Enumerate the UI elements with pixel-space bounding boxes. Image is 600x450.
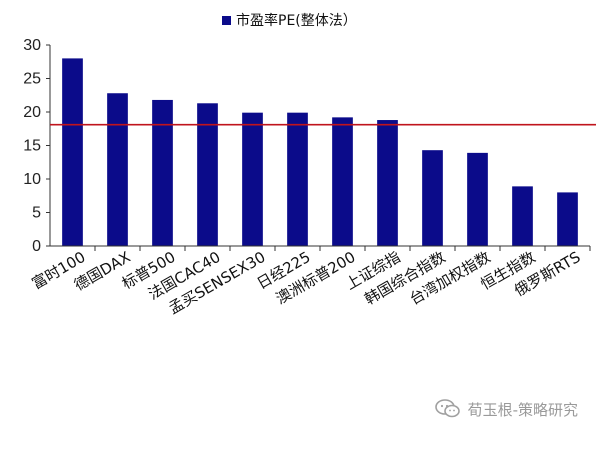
bar bbox=[152, 99, 173, 246]
bar bbox=[557, 192, 578, 246]
bar bbox=[197, 103, 218, 246]
bar bbox=[107, 93, 128, 247]
legend-label: 市盈率PE(整体法） bbox=[236, 12, 357, 29]
y-tick-label: 25 bbox=[23, 71, 41, 88]
y-tick-label: 15 bbox=[23, 138, 41, 155]
y-tick-label: 30 bbox=[23, 37, 41, 54]
bars bbox=[62, 58, 578, 247]
y-tick-label: 5 bbox=[32, 205, 41, 222]
y-tick-label: 0 bbox=[32, 238, 41, 255]
bar bbox=[242, 112, 263, 246]
bar bbox=[332, 117, 353, 246]
y-tick-label: 10 bbox=[23, 171, 41, 188]
watermark-text: 荀玉根-策略研究 bbox=[467, 400, 578, 419]
axes bbox=[49, 45, 591, 251]
bar bbox=[287, 112, 308, 246]
bar bbox=[512, 186, 533, 246]
y-axis-ticks: 0 5 10 15 20 25 30 bbox=[23, 37, 50, 255]
watermark: 荀玉根-策略研究 bbox=[434, 398, 578, 420]
y-tick-label: 20 bbox=[23, 104, 41, 121]
wechat-icon bbox=[434, 399, 460, 418]
bar bbox=[422, 150, 443, 246]
legend-swatch bbox=[222, 16, 231, 25]
bar bbox=[467, 152, 488, 246]
category-labels: 富时100德国DAX标普500法国CAC40孟买SENSEX30日经225澳洲标… bbox=[29, 248, 584, 318]
bar bbox=[377, 120, 398, 246]
bar bbox=[62, 58, 83, 247]
legend: 市盈率PE(整体法） bbox=[222, 12, 357, 29]
